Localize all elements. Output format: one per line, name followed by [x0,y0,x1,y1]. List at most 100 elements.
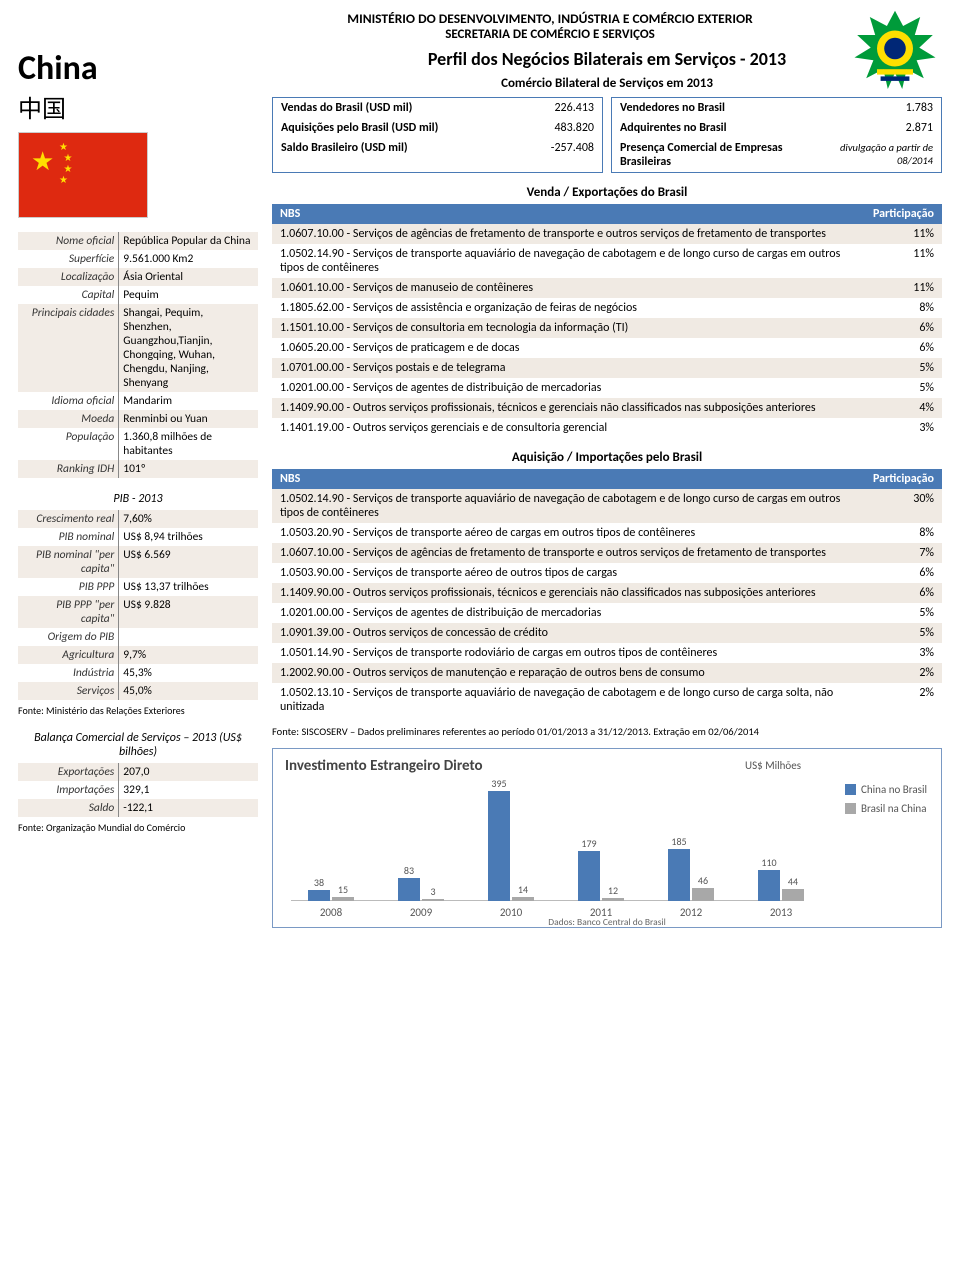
nbs-pct: 11% [865,244,942,278]
pib-value: US$ 9.828 [119,596,258,628]
fact-value: 101º [119,460,258,478]
chart-year-label: 2012 [661,906,721,919]
balance-source: Fonte: Organização Mundial do Comércio [18,821,258,834]
china-flag-icon: ★ ★ ★ ★★ [18,132,148,218]
pib-key: PIB PPP "per capita" [18,596,119,628]
pib-value: US$ 8,94 trilhões [119,528,258,546]
pib-source: Fonte: Ministério das Relações Exteriore… [18,704,258,717]
chart-bar: 185 [668,849,690,901]
fact-key: População [18,428,119,460]
pib-value: US$ 13,37 trilhões [119,578,258,596]
siscoserv-note: Fonte: SISCOSERV – Dados preliminares re… [272,725,942,738]
fact-key: Moeda [18,410,119,428]
participation-col-header: Participação [865,204,942,224]
summary-value: 1.783 [906,101,933,115]
summary-label: Saldo Brasileiro (USD mil) [281,141,408,155]
chart-baseline [291,900,801,901]
chart-bar: 44 [782,889,804,901]
fact-key: Idioma oficial [18,392,119,410]
nbs-desc: 1.0601.10.00 - Serviços de manuseio de c… [272,278,865,298]
legend-swatch [845,784,856,795]
fact-key: Principais cidades [18,304,119,392]
chart-bar: 395 [488,791,510,901]
nbs-pct: 3% [865,643,942,663]
bar-value: 83 [404,864,414,877]
pib-value: 45,0% [119,682,258,700]
fact-value: Mandarim [119,392,258,410]
exports-heading: Venda / Exportações do Brasil [272,185,942,200]
nbs-desc: 1.0201.00.00 - Serviços de agentes de di… [272,378,865,398]
summary-boxes: Vendas do Brasil (USD mil)226.413Aquisiç… [272,97,942,173]
country-native-name: 中国 [18,89,258,124]
ministry-line-2: SECRETARIA DE COMÉRCIO E SERVIÇOS [158,27,942,42]
pib-table: Crescimento real7,60%PIB nominalUS$ 8,94… [18,510,258,700]
chart-unit: US$ Milhões [745,759,801,772]
ministry-header: MINISTÉRIO DO DESENVOLVIMENTO, INDÚSTRIA… [158,10,942,42]
nbs-desc: 1.2002.90.00 - Outros serviços de manute… [272,663,865,683]
chart-bar: 110 [758,870,780,901]
main-content: Perfil dos Negócios Bilaterais em Serviç… [272,48,942,928]
imports-heading: Aquisição / Importações pelo Brasil [272,450,942,465]
nbs-desc: 1.0607.10.00 - Serviços de agências de f… [272,224,865,244]
country-facts-table: Nome oficialRepública Popular da ChinaSu… [18,232,258,478]
nbs-pct: 6% [865,583,942,603]
fact-key: Localização [18,268,119,286]
bilateral-subtitle: Comércio Bilateral de Serviços em 2013 [272,76,942,91]
chart-bar: 83 [398,878,420,901]
summary-label: Adquirentes no Brasil [620,121,727,135]
country-title: China [18,48,258,89]
nbs-desc: 1.0502.13.10 - Serviços de transporte aq… [272,683,865,717]
exports-table: NBS Participação 1.0607.10.00 - Serviços… [272,204,942,438]
fact-key: Ranking IDH [18,460,119,478]
bar-value: 15 [338,883,348,896]
balance-table: Exportações207,0Importações329,1Saldo-12… [18,763,258,817]
chart-year-label: 2009 [391,906,451,919]
bar-value: 3 [430,885,435,898]
perfil-title: Perfil dos Negócios Bilaterais em Serviç… [272,48,942,70]
nbs-desc: 1.0605.20.00 - Serviços de praticagem e … [272,338,865,358]
balance-key: Exportações [18,763,119,781]
balance-heading: Balança Comercial de Serviços – 2013 (US… [18,731,258,759]
nbs-desc: 1.1409.90.00 - Outros serviços profissio… [272,583,865,603]
bar-value: 44 [788,875,798,888]
pib-key: Serviços [18,682,119,700]
nbs-desc: 1.1409.90.00 - Outros serviços profissio… [272,398,865,418]
brazil-emblem-icon [850,8,940,98]
nbs-pct: 6% [865,318,942,338]
nbs-desc: 1.1401.19.00 - Outros serviços gerenciai… [272,418,865,438]
pib-key: PIB nominal [18,528,119,546]
pib-key: Origem do PIB [18,628,119,646]
fact-value: Renminbi ou Yuan [119,410,258,428]
chart-plot-area: 38 15 2008 83 3 2009 395 14 2010 179 12 … [291,783,801,901]
balance-value: 329,1 [119,781,258,799]
bar-value: 179 [581,837,596,850]
fact-value: Shangai, Pequim, Shenzhen, Guangzhou,Tia… [119,304,258,392]
pib-key: Agricultura [18,646,119,664]
legend-swatch [845,803,856,814]
fact-key: Nome oficial [18,232,119,250]
chart-title: Investimento Estrangeiro Direto [285,757,483,775]
nbs-desc: 1.0503.90.00 - Serviços de transporte aé… [272,563,865,583]
ministry-line-1: MINISTÉRIO DO DESENVOLVIMENTO, INDÚSTRIA… [158,10,942,27]
bar-value: 38 [314,876,324,889]
nbs-col-header: NBS [272,469,865,489]
nbs-pct: 4% [865,398,942,418]
balance-key: Importações [18,781,119,799]
nbs-pct: 2% [865,683,942,717]
fact-key: Capital [18,286,119,304]
summary-label: Presença Comercial de Empresas Brasileir… [620,141,815,169]
nbs-desc: 1.0501.14.90 - Serviços de transporte ro… [272,643,865,663]
fact-value: Pequim [119,286,258,304]
pib-heading: PIB - 2013 [18,492,258,506]
balance-key: Saldo [18,799,119,817]
summary-value: 483.820 [554,121,594,135]
nbs-col-header: NBS [272,204,865,224]
bar-value: 395 [491,777,506,790]
nbs-pct: 6% [865,563,942,583]
nbs-desc: 1.0502.14.90 - Serviços de transporte aq… [272,489,865,523]
fact-value: República Popular da China [119,232,258,250]
nbs-desc: 1.0201.00.00 - Serviços de agentes de di… [272,603,865,623]
nbs-pct: 8% [865,523,942,543]
bar-value: 110 [761,856,776,869]
nbs-desc: 1.0701.00.00 - Serviços postais e de tel… [272,358,865,378]
